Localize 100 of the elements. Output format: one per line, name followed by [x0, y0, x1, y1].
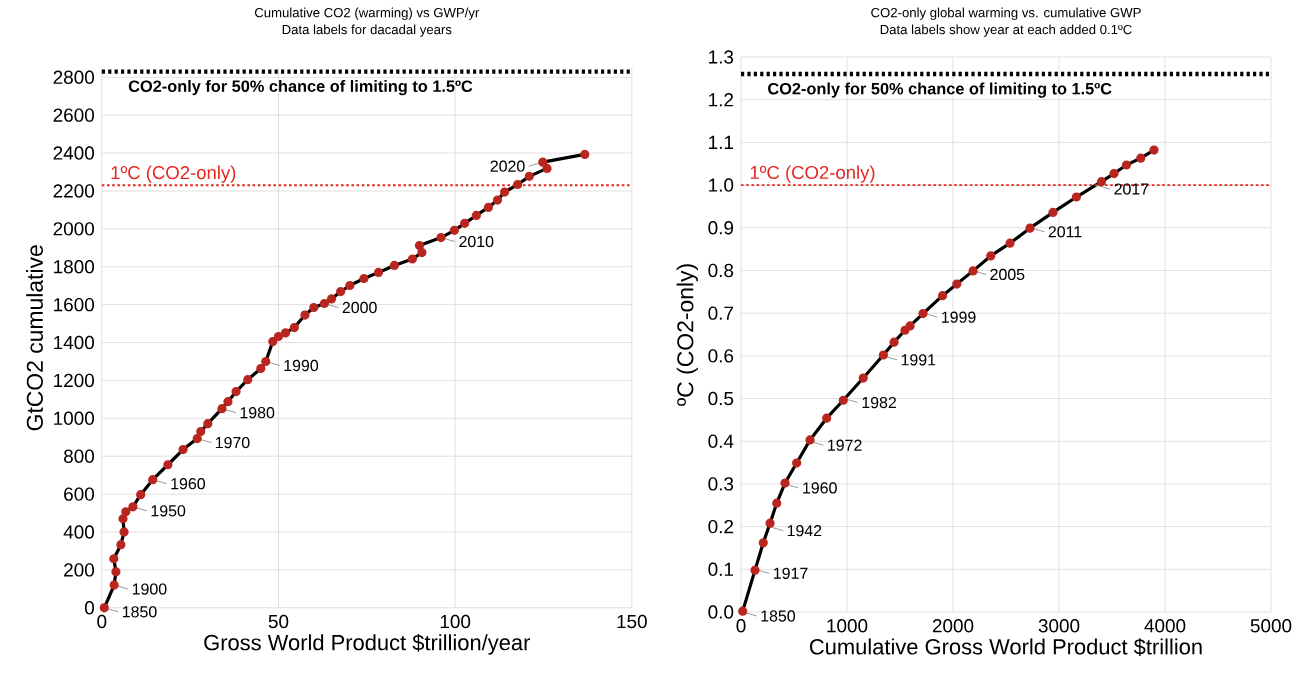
annotation: 1917 [774, 567, 808, 579]
y-tick-label: 0.0 [708, 605, 734, 619]
x-tick-label: 50 [268, 614, 289, 629]
y-axis-title: GtCO2 cumulative [26, 245, 43, 431]
annotation: 1850 [122, 606, 157, 618]
point [952, 279, 962, 289]
y-axis-title: ºC (CO2-only) [676, 264, 698, 406]
ref-line-label: 1ºC (CO2-only) [750, 165, 875, 183]
x-tick-label: 0 [97, 614, 107, 629]
y-tick-label: 0.9 [708, 221, 734, 235]
point [407, 254, 417, 264]
point [500, 187, 510, 197]
point [772, 498, 782, 508]
point [838, 395, 848, 405]
point [1136, 153, 1146, 163]
x-tick-label: 4000 [1144, 619, 1186, 633]
y-tick-label: 1.1 [709, 135, 734, 149]
x-axis-title: Gross World Product $trillion/year [204, 633, 531, 655]
x-tick-label: 3000 [1038, 619, 1080, 633]
y-tick-label: 2800 [53, 70, 94, 84]
y-tick-label: 1.3 [709, 50, 734, 64]
point [336, 286, 346, 297]
y-tick-label: 0.2 [708, 519, 734, 534]
y-tick-label: 0.7 [708, 306, 734, 320]
point [1109, 168, 1119, 179]
point [359, 273, 369, 284]
point [758, 538, 768, 548]
point [1071, 192, 1081, 202]
point [121, 507, 131, 517]
annotation: 2011 [1048, 226, 1082, 238]
point [345, 280, 355, 291]
point [889, 337, 899, 347]
chart-subtitle: Data labels for dacadal years [282, 24, 452, 37]
annotation: 1972 [828, 439, 862, 451]
point [937, 291, 948, 301]
chart-title: CO2-only global warming vs. cumulative GWP [871, 7, 1141, 20]
point [389, 260, 399, 271]
point [111, 567, 121, 577]
annotation: 1950 [151, 505, 186, 517]
annotation: 2010 [459, 235, 494, 248]
annotation: 1990 [284, 359, 319, 372]
annotation: 1900 [132, 583, 167, 595]
point [148, 475, 158, 485]
annotation: 1960 [803, 482, 837, 494]
point [261, 356, 271, 367]
point [109, 554, 119, 564]
point [905, 321, 915, 331]
annotation: 1980 [240, 407, 275, 419]
x-tick-label: 1000 [827, 619, 868, 633]
point [163, 460, 173, 470]
point [223, 397, 233, 407]
y-tick-label: 0 [84, 601, 95, 615]
point [492, 195, 503, 205]
chart-subtitle: Data labels show year at each added 0.1ºC [880, 24, 1132, 37]
point [436, 232, 446, 243]
annotation: 2017 [1114, 183, 1149, 195]
annotation: 1942 [787, 524, 822, 537]
y-tick-label: 0.8 [708, 263, 734, 278]
y-tick-label: 0.4 [708, 434, 734, 448]
point [136, 490, 146, 500]
point [417, 247, 427, 258]
y-tick-label: 1000 [54, 411, 94, 426]
y-tick-label: 1400 [54, 335, 94, 350]
point [1096, 177, 1107, 187]
point [203, 419, 213, 429]
point [128, 502, 138, 512]
ref-line-label: CO2-only for 50% chance of limiting to 1.5ºC [128, 79, 473, 96]
point [116, 540, 126, 550]
point [217, 404, 227, 414]
point [1025, 223, 1035, 233]
point [542, 163, 552, 174]
point [805, 435, 815, 445]
y-tick-label: 200 [64, 563, 95, 577]
point [1048, 207, 1058, 217]
point [738, 606, 748, 616]
point [273, 331, 284, 342]
y-tick-label: 0.5 [708, 391, 734, 406]
point [119, 527, 129, 537]
ref-line-label: 1ºC (CO2-only) [111, 165, 236, 183]
point [471, 210, 481, 220]
point [1005, 238, 1015, 248]
x-tick-label: 100 [440, 614, 471, 629]
point [460, 218, 470, 228]
point [449, 225, 460, 235]
point [256, 363, 266, 374]
point [780, 478, 790, 488]
point [524, 171, 534, 181]
point [1121, 160, 1132, 170]
point [414, 240, 425, 251]
x-axis-title: Cumulative Gross World Product $trillion [810, 638, 1202, 656]
point [792, 458, 802, 468]
annotation: 1982 [862, 396, 896, 409]
y-tick-label: 600 [64, 487, 95, 501]
y-tick-label: 2000 [53, 222, 94, 236]
point [900, 325, 910, 335]
y-tick-label: 1200 [54, 373, 94, 388]
point [309, 302, 319, 313]
point [243, 375, 253, 385]
y-tick-label: 2400 [53, 146, 94, 160]
point [268, 336, 278, 347]
